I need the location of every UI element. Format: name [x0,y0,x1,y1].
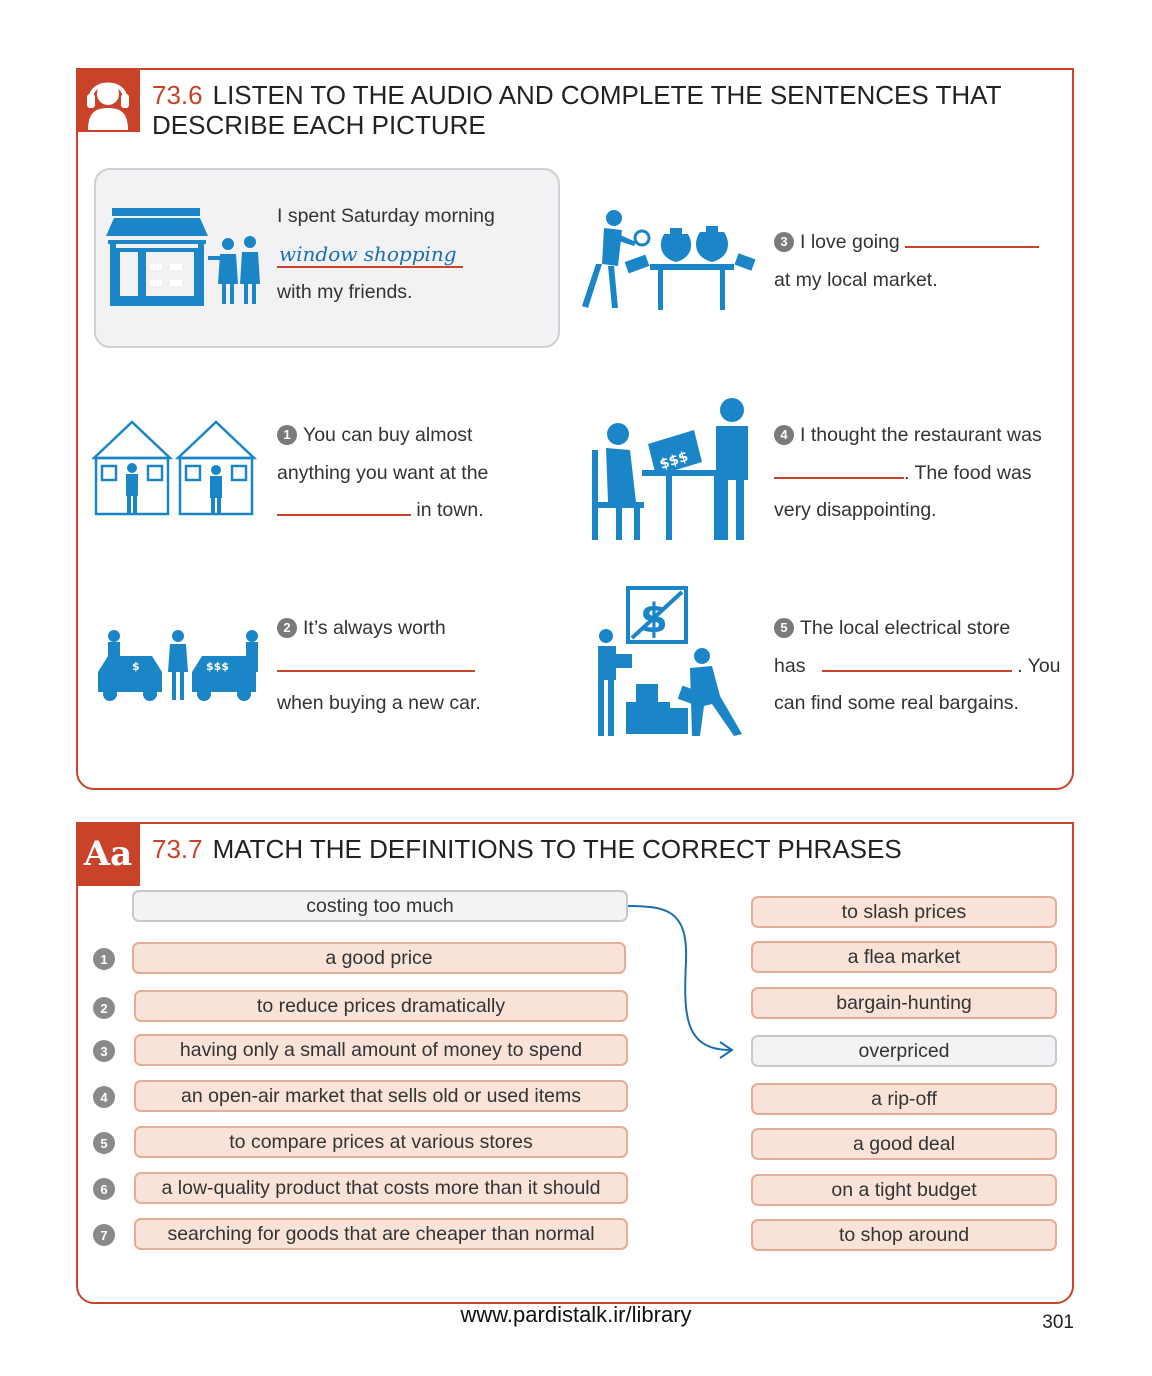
definition-number: 6 [93,1178,115,1200]
example-box [94,168,560,348]
item-number: 2 [277,617,297,638]
sale-boxes-icon: $ [598,586,742,736]
definition-item[interactable]: having only a small amount of money to s… [134,1034,628,1066]
example-line-1: I spent Saturday morning [277,205,495,227]
definition-item[interactable]: to compare prices at various stores [134,1126,628,1158]
page-number: 301 [1042,1312,1074,1333]
answer-blank[interactable] [277,492,411,516]
item-1-text-c: in town. [416,499,484,521]
phrase-example[interactable]: overpriced [751,1035,1057,1067]
shop-window-icon [106,208,260,306]
exercise-73-7-heading: 73.7 MATCH THE DEFINITIONS TO THE CORRECT… [152,834,1044,864]
definition-number: 2 [93,997,115,1019]
item-2-text-c: when buying a new car. [277,692,481,714]
definition-number: 1 [93,948,115,970]
item-4-sentence: 4 I thought the restaurant was . The food… [774,417,1042,530]
exercise-73-7-panel: Aa 73.7 MATCH THE DEFINITIONS TO THE CORR… [76,822,1074,1304]
definition-number: 3 [93,1040,115,1062]
definition-item[interactable]: to reduce prices dramatically [134,990,628,1022]
item-number: 1 [277,424,297,445]
market-stalls-icon [92,420,258,516]
definition-number: 4 [93,1086,115,1108]
footer-url[interactable]: www.pardistalk.ir/library [460,1302,692,1327]
exercise-title: LISTEN TO THE AUDIO AND COMPLETE THE SEN… [152,80,1001,140]
item-number: 5 [774,617,794,638]
answer-blank[interactable] [277,648,475,672]
exercise-73-6-heading: 73.6 LISTEN TO THE AUDIO AND COMPLETE THE… [152,80,1044,140]
flea-market-icon [582,210,756,310]
item-4-text-b: . The food was [904,461,1032,484]
item-5-text-b1: has [774,654,806,677]
phrase-item[interactable]: bargain-hunting [751,987,1057,1019]
definition-item[interactable]: an open-air market that sells old or use… [134,1080,628,1112]
phrase-item[interactable]: a flea market [751,941,1057,973]
phrase-item[interactable]: to shop around [751,1219,1057,1251]
item-4-text-c: very disappointing. [774,499,937,521]
phrase-item[interactable]: to slash prices [751,896,1057,928]
definition-number: 7 [93,1224,115,1246]
item-number: 3 [774,231,794,252]
example-answer: window shopping [277,241,463,268]
item-2-sentence: 2 It’s always worth when buying a new car… [277,610,481,723]
phrase-item[interactable]: on a tight budget [751,1174,1057,1206]
item-3-text-b: at my local market. [774,268,938,291]
item-4-text-a: I thought the restaurant was [800,424,1042,446]
example-sentence: I spent Saturday morning window shopping… [277,198,495,312]
headphones-icon [76,68,140,132]
answer-blank[interactable] [905,224,1040,248]
item-3-sentence: 3 I love going at my local market. [774,224,1040,299]
item-3-text-a: I love going [800,231,900,253]
exercise-title: MATCH THE DEFINITIONS TO THE CORRECT PHR… [212,834,902,864]
exercise-number: 73.6 [152,80,203,110]
match-arrow-icon [627,905,734,1059]
item-number: 4 [774,424,794,445]
definition-example[interactable]: costing too much [132,890,628,922]
item-1-text-a: You can buy almost [303,424,473,446]
item-1-text-b: anything you want at the [277,461,489,484]
restaurant-bill-icon: $$$ [592,398,748,540]
svg-text:$$$: $$$ [206,660,229,673]
item-5-sentence: 5 The local electrical store has . You ca… [774,610,1061,723]
answer-blank[interactable] [821,648,1012,672]
haggling-cars-icon: $ $$$ [98,630,258,701]
phrase-item[interactable]: a good deal [751,1128,1057,1160]
exercise-73-6-panel: 73.6 LISTEN TO THE AUDIO AND COMPLETE THE… [76,68,1074,790]
item-5-text-a: The local electrical store [800,617,1011,639]
item-1-sentence: 1 You can buy almost anything you want at… [277,417,488,530]
definition-number: 5 [93,1132,115,1154]
vocabulary-badge-icon: Aa [76,822,140,886]
answer-blank[interactable] [774,455,904,479]
item-5-text-b2: . You [1017,654,1061,677]
phrase-item[interactable]: a rip-off [751,1083,1057,1115]
item-5-text-c: can find some real bargains. [774,692,1019,714]
svg-text:$: $ [640,596,668,642]
exercise-number: 73.7 [152,834,203,864]
definition-item[interactable]: a good price [132,942,626,974]
example-line-3: with my friends. [277,281,413,303]
item-2-text-a: It’s always worth [303,617,446,639]
svg-text:$: $ [132,660,140,673]
definition-item[interactable]: searching for goods that are cheaper tha… [134,1218,628,1250]
definition-item[interactable]: a low-quality product that costs more th… [134,1172,628,1204]
